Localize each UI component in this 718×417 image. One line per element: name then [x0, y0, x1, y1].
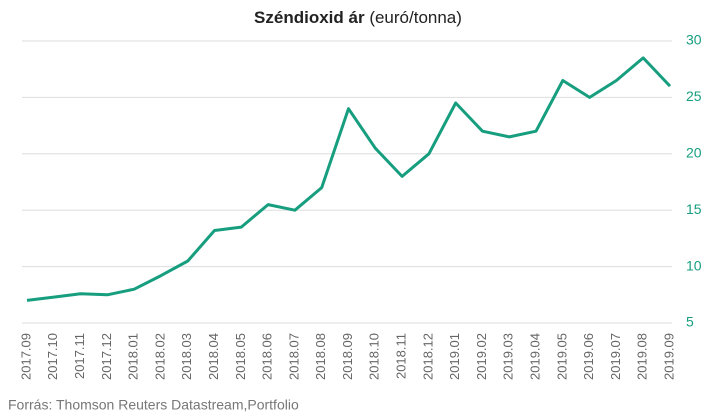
x-tick-label: 2018.03	[179, 333, 194, 380]
y-tick-label: 25	[686, 88, 702, 104]
title-main: Széndioxid ár	[254, 8, 365, 27]
price-line	[26, 56, 672, 302]
title-unit: (euró/tonna)	[369, 8, 462, 27]
x-tick-label: 2018.07	[286, 333, 301, 380]
x-tick-label: 2019.07	[608, 333, 623, 380]
x-tick-label: 2018.09	[340, 333, 355, 380]
y-tick-label: 5	[686, 314, 694, 330]
x-tick-label: 2018.08	[313, 333, 328, 380]
y-tick-label: 10	[686, 257, 702, 273]
y-tick-label: 30	[686, 32, 702, 48]
x-tick-label: 2019.09	[661, 333, 676, 380]
x-tick-label: 2019.05	[554, 333, 569, 380]
x-tick-label: 2018.10	[367, 333, 382, 380]
chart-title: Széndioxid ár (euró/tonna)	[254, 8, 462, 27]
source: Forrás: Thomson Reuters Datastream,Portf…	[8, 397, 299, 413]
x-tick-label: 2017.09	[18, 333, 33, 380]
x-tick-label: 2017.10	[45, 333, 60, 380]
x-tick-label: 2019.01	[447, 333, 462, 380]
x-tick-label: 2018.11	[394, 333, 409, 379]
y-tick-label: 15	[686, 201, 702, 217]
x-tick-label: 2018.06	[260, 333, 275, 380]
x-tick-label: 2019.02	[474, 333, 489, 380]
x-tick-label: 2018.12	[420, 333, 435, 380]
y-tick-label: 20	[686, 145, 702, 161]
x-tick-label: 2018.01	[126, 333, 141, 380]
x-tick-label: 2018.05	[233, 333, 248, 380]
x-tick-label: 2019.08	[635, 333, 650, 380]
x-tick-label: 2018.04	[206, 333, 221, 380]
x-tick-label: 2017.12	[99, 333, 114, 380]
x-tick-label: 2019.06	[581, 333, 596, 380]
x-tick-label: 2019.04	[527, 333, 542, 380]
x-tick-label: 2019.03	[501, 333, 516, 380]
x-tick-label: 2017.11	[72, 333, 87, 379]
x-tick-label: 2018.02	[152, 333, 167, 380]
